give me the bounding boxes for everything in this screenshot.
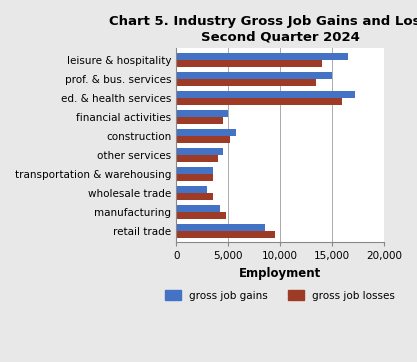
Legend: gross job gains, gross job losses: gross job gains, gross job losses (161, 286, 399, 305)
Bar (176, 193, 213, 200)
Bar (176, 231, 275, 238)
Bar (176, 90, 355, 98)
Bar (176, 79, 317, 86)
Bar (176, 223, 264, 231)
Bar (176, 205, 220, 212)
Bar (176, 155, 218, 162)
Bar (176, 110, 228, 117)
Title: Chart 5. Industry Gross Job Gains and Losses:
Second Quarter 2024: Chart 5. Industry Gross Job Gains and Lo… (109, 15, 417, 43)
Bar (176, 72, 332, 79)
Bar (176, 98, 342, 105)
Bar (176, 212, 226, 219)
Bar (176, 185, 207, 193)
Bar (176, 60, 322, 67)
Bar (176, 136, 230, 143)
Bar (176, 167, 213, 174)
X-axis label: Employment: Employment (239, 267, 321, 280)
Bar (176, 129, 236, 136)
Bar (176, 117, 223, 124)
Bar (176, 148, 223, 155)
Bar (176, 52, 348, 60)
Bar (176, 174, 213, 181)
